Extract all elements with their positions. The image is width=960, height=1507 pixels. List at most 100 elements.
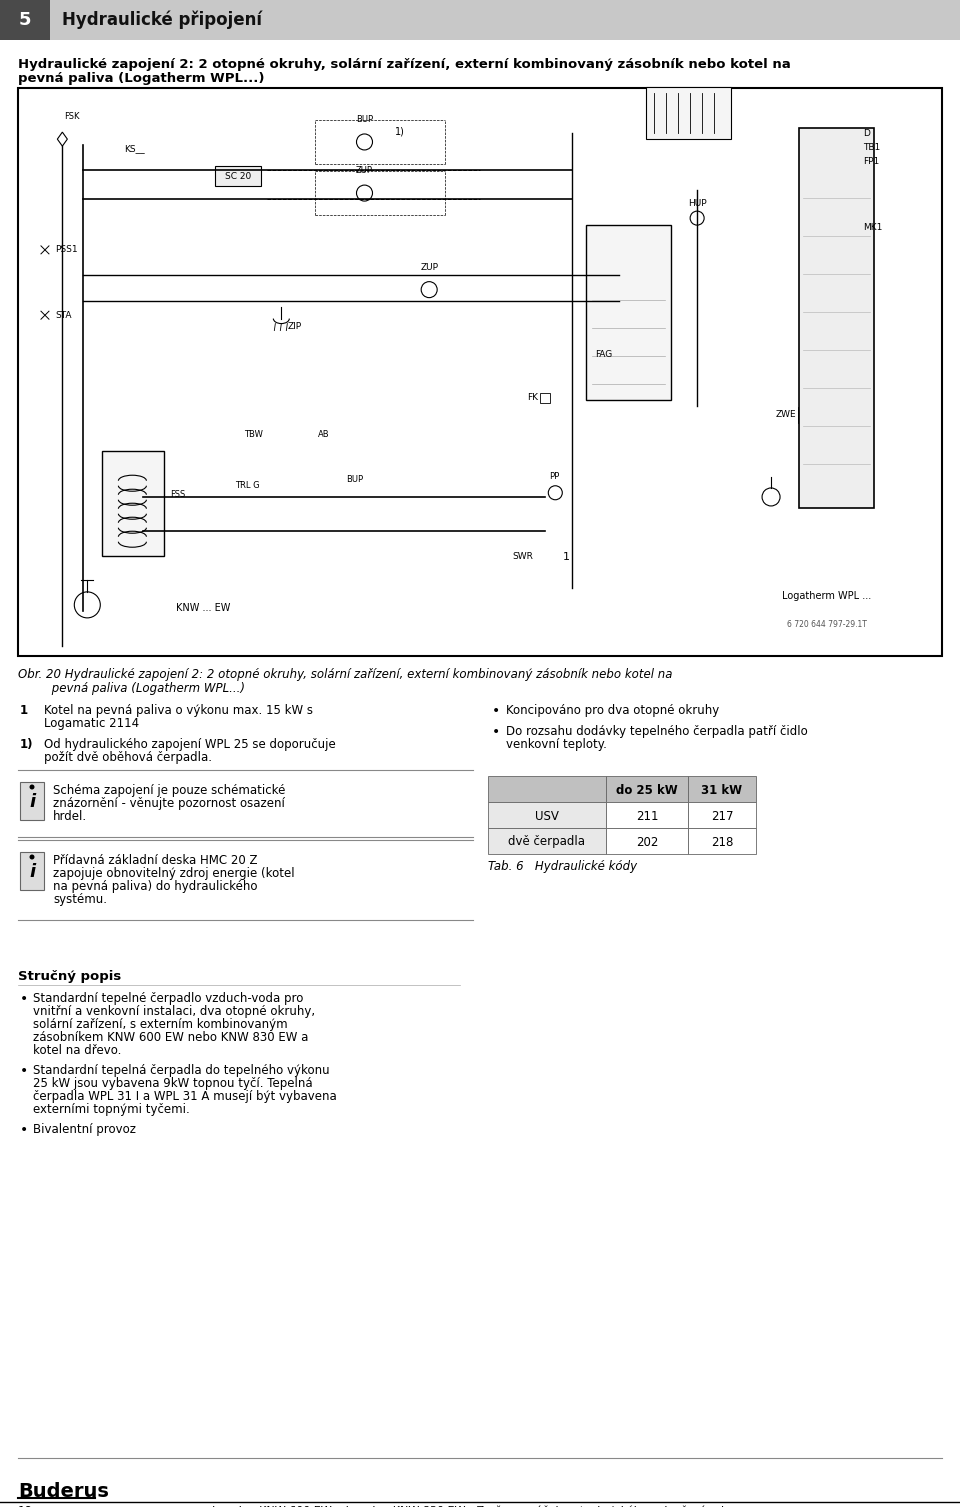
Text: Od hydraulického zapojení WPL 25 se doporučuje: Od hydraulického zapojení WPL 25 se dopo… bbox=[44, 738, 336, 750]
Circle shape bbox=[30, 854, 35, 859]
Text: 218: 218 bbox=[710, 835, 733, 848]
Text: •: • bbox=[492, 704, 500, 717]
Text: 6 720 644 797-29.1T: 6 720 644 797-29.1T bbox=[786, 621, 867, 630]
Text: Standardní tepelné čerpadlo vzduch-voda pro: Standardní tepelné čerpadlo vzduch-voda … bbox=[33, 992, 303, 1005]
Text: čerpadla WPL 31 I a WPL 31 A musejí být vybavena: čerpadla WPL 31 I a WPL 31 A musejí být … bbox=[33, 1090, 337, 1103]
Text: Hydraulické zapojení 2: 2 otopné okruhy, solární zařízení, externí kombinovaný z: Hydraulické zapojení 2: 2 otopné okruhy,… bbox=[18, 57, 791, 71]
Bar bbox=[0, 0, 960, 41]
Text: externími topnými tyčemi.: externími topnými tyčemi. bbox=[33, 1103, 190, 1117]
Text: Logatherm WPL ...: Logatherm WPL ... bbox=[781, 591, 871, 601]
Text: 31 kW: 31 kW bbox=[702, 784, 743, 797]
Text: 1: 1 bbox=[20, 704, 28, 717]
Text: •: • bbox=[492, 725, 500, 738]
Text: pevná paliva (Logatherm WPL...): pevná paliva (Logatherm WPL...) bbox=[18, 72, 265, 84]
Bar bbox=[606, 776, 688, 802]
Bar bbox=[646, 87, 732, 139]
Text: do 25 kW: do 25 kW bbox=[616, 784, 678, 797]
Text: SWR: SWR bbox=[513, 552, 533, 561]
Text: BUP: BUP bbox=[346, 475, 363, 484]
Text: Schéma zapojení je pouze schématické: Schéma zapojení je pouze schématické bbox=[53, 784, 285, 797]
Text: HUP: HUP bbox=[687, 199, 707, 208]
Text: SC 20: SC 20 bbox=[225, 172, 252, 181]
Text: 202: 202 bbox=[636, 835, 659, 848]
Bar bbox=[688, 776, 756, 802]
Text: •: • bbox=[20, 1064, 28, 1078]
Text: KS__: KS__ bbox=[124, 145, 145, 154]
Text: TBW: TBW bbox=[245, 429, 263, 439]
Text: MK1: MK1 bbox=[863, 223, 883, 232]
Bar bbox=[488, 802, 606, 827]
Bar bbox=[103, 451, 164, 556]
Text: 1): 1) bbox=[20, 738, 34, 750]
Bar bbox=[488, 827, 606, 854]
Text: KNW ... EW: KNW ... EW bbox=[176, 603, 230, 613]
Circle shape bbox=[30, 785, 35, 790]
Text: systému.: systému. bbox=[53, 894, 107, 906]
Bar bbox=[215, 166, 261, 185]
Text: BUP: BUP bbox=[356, 115, 373, 124]
Text: D: D bbox=[863, 130, 871, 139]
Text: FK: FK bbox=[527, 393, 538, 402]
Bar bbox=[688, 802, 756, 827]
Text: Hydraulické připojení: Hydraulické připojení bbox=[62, 11, 262, 29]
Text: STA: STA bbox=[55, 310, 71, 319]
Text: TB1: TB1 bbox=[863, 143, 880, 152]
Bar bbox=[540, 392, 550, 402]
Text: PSS1: PSS1 bbox=[55, 246, 78, 255]
Text: 217: 217 bbox=[710, 809, 733, 823]
Text: Standardní tepelná čerpadla do tepelného výkonu: Standardní tepelná čerpadla do tepelného… bbox=[33, 1064, 329, 1078]
Text: požít dvě oběhová čerpadla.: požít dvě oběhová čerpadla. bbox=[44, 750, 212, 764]
Bar bbox=[488, 776, 606, 802]
Bar bbox=[20, 851, 44, 891]
Text: znázornění - věnujte pozornost osazení: znázornění - věnujte pozornost osazení bbox=[53, 797, 285, 809]
Bar bbox=[606, 827, 688, 854]
Text: ZUP: ZUP bbox=[420, 262, 438, 271]
Text: 1): 1) bbox=[395, 127, 404, 137]
Text: solární zařízení, s externím kombinovaným: solární zařízení, s externím kombinovaný… bbox=[33, 1019, 288, 1031]
Text: 5: 5 bbox=[19, 11, 32, 29]
Text: ZUP: ZUP bbox=[356, 166, 373, 175]
Text: i: i bbox=[29, 793, 36, 811]
Text: •: • bbox=[20, 1123, 28, 1136]
Text: hrdel.: hrdel. bbox=[53, 809, 87, 823]
Text: Tab. 6   Hydraulické kódy: Tab. 6 Hydraulické kódy bbox=[488, 860, 637, 873]
Text: 211: 211 bbox=[636, 809, 659, 823]
Bar bbox=[0, 0, 50, 41]
Text: Koncipováno pro dva otopné okruhy: Koncipováno pro dva otopné okruhy bbox=[506, 704, 719, 717]
Text: dvě čerpadla: dvě čerpadla bbox=[509, 835, 586, 848]
Bar bbox=[798, 407, 811, 422]
Text: zásobníkem KNW 600 EW nebo KNW 830 EW a: zásobníkem KNW 600 EW nebo KNW 830 EW a bbox=[33, 1031, 308, 1044]
Text: na pevná paliva) do hydraulického: na pevná paliva) do hydraulického bbox=[53, 880, 257, 894]
Text: zapojuje obnovitelný zdroj energie (kotel: zapojuje obnovitelný zdroj energie (kote… bbox=[53, 867, 295, 880]
Text: Obr. 20 Hydraulické zapojení 2: 2 otopné okruhy, solární zařízení, externí kombi: Obr. 20 Hydraulické zapojení 2: 2 otopné… bbox=[18, 668, 673, 681]
Text: •: • bbox=[20, 992, 28, 1007]
Text: 25 kW jsou vybavena 9kW topnou tyčí. Tepelná: 25 kW jsou vybavena 9kW topnou tyčí. Tep… bbox=[33, 1078, 313, 1090]
Text: Stručný popis: Stručný popis bbox=[18, 971, 121, 983]
Text: ZIP: ZIP bbox=[287, 322, 301, 332]
Bar bbox=[688, 827, 756, 854]
Text: 1: 1 bbox=[563, 552, 569, 562]
Text: Logamatic 2114: Logamatic 2114 bbox=[44, 717, 139, 729]
Text: Přídavná základní deska HMC 20 Z: Přídavná základní deska HMC 20 Z bbox=[53, 854, 257, 867]
Text: venkovní teploty.: venkovní teploty. bbox=[506, 738, 607, 750]
Text: FSK: FSK bbox=[64, 112, 80, 121]
Text: FP1: FP1 bbox=[863, 157, 879, 166]
Bar bbox=[20, 782, 44, 820]
Text: TRL G: TRL G bbox=[235, 481, 260, 490]
Text: USV: USV bbox=[535, 809, 559, 823]
Text: FAG: FAG bbox=[595, 350, 612, 359]
Text: Do rozsahu dodávky tepelného čerpadla patří čidlo: Do rozsahu dodávky tepelného čerpadla pa… bbox=[506, 725, 807, 738]
Text: ZWE: ZWE bbox=[776, 410, 796, 419]
Text: Logalux KNW 600 EW a Logalux KNW 830 EW - Změny za účelem technického vylepšení : Logalux KNW 600 EW a Logalux KNW 830 EW … bbox=[212, 1505, 768, 1507]
Text: PP: PP bbox=[549, 472, 560, 481]
Text: Kotel na pevná paliva o výkonu max. 15 kW s: Kotel na pevná paliva o výkonu max. 15 k… bbox=[44, 704, 313, 717]
Text: 18: 18 bbox=[18, 1505, 33, 1507]
Bar bbox=[606, 802, 688, 827]
Text: pevná paliva (Logatherm WPL...): pevná paliva (Logatherm WPL...) bbox=[18, 683, 245, 695]
Text: kotel na dřevo.: kotel na dřevo. bbox=[33, 1044, 121, 1056]
Bar bbox=[799, 128, 874, 508]
Text: Buderus: Buderus bbox=[18, 1481, 108, 1501]
Bar bbox=[18, 87, 942, 656]
Text: AB: AB bbox=[319, 429, 330, 439]
Text: i: i bbox=[29, 864, 36, 882]
